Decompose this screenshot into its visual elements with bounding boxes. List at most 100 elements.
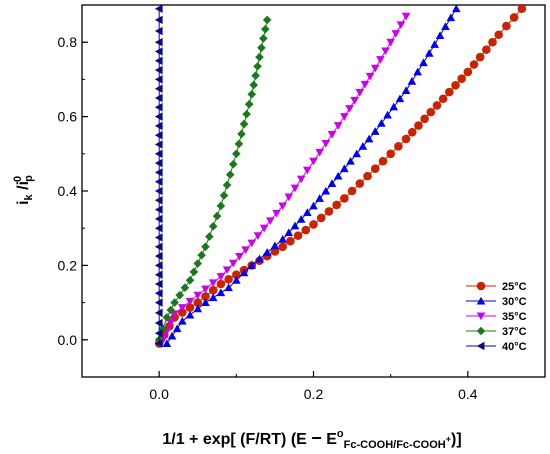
- data-point: [303, 166, 312, 175]
- data-point: [154, 177, 163, 186]
- data-point: [278, 202, 287, 211]
- data-point: [154, 196, 163, 205]
- data-point: [272, 209, 281, 218]
- data-point: [154, 75, 163, 84]
- data-point: [178, 304, 187, 312]
- data-point: [154, 186, 163, 196]
- data-point: [154, 47, 163, 56]
- data-point: [260, 24, 270, 34]
- data-point: [350, 97, 359, 105]
- data-point: [333, 171, 343, 180]
- legend-label: 25°C: [502, 281, 527, 293]
- data-point: [170, 298, 179, 307]
- data-point: [296, 214, 306, 223]
- data-point: [286, 236, 295, 246]
- data-point: [235, 253, 244, 261]
- legend-item: 25°C: [466, 281, 527, 293]
- legend-item: 37°C: [466, 326, 527, 338]
- data-point: [154, 56, 163, 66]
- data-point: [259, 34, 268, 43]
- series-layer: [154, 5, 527, 348]
- data-point: [193, 259, 203, 268]
- data-point: [208, 285, 218, 295]
- y-tick-label: 0.2: [58, 257, 78, 273]
- data-point: [154, 168, 163, 177]
- data-point: [296, 175, 306, 184]
- data-point: [253, 62, 262, 71]
- data-point: [201, 298, 210, 307]
- data-point: [167, 331, 177, 340]
- data-point: [445, 87, 454, 97]
- data-point: [347, 186, 357, 196]
- data-point: [162, 313, 172, 322]
- data-point: [166, 319, 176, 327]
- data-point: [414, 121, 423, 130]
- data-point: [446, 13, 456, 22]
- data-point: [352, 149, 362, 158]
- data-point: [228, 259, 238, 268]
- data-point: [224, 275, 233, 284]
- data-point: [396, 21, 406, 30]
- y-axis-ticks: 0.0 0.2 0.4 0.6 0.8: [58, 4, 88, 378]
- legend-label: 30°C: [502, 296, 527, 308]
- data-point: [154, 205, 163, 214]
- data-point: [154, 339, 163, 348]
- data-point: [502, 21, 511, 31]
- x-tick-label: 0.2: [304, 386, 324, 402]
- series-3: [154, 15, 272, 345]
- data-point: [241, 246, 250, 255]
- data-point: [327, 179, 337, 187]
- data-point: [370, 164, 380, 173]
- data-point: [482, 45, 491, 54]
- data-point: [193, 298, 203, 307]
- data-point: [517, 5, 527, 14]
- data-point: [244, 99, 254, 109]
- data-point: [316, 213, 326, 223]
- data-point: [154, 121, 163, 131]
- data-point: [420, 114, 429, 124]
- data-point: [355, 88, 365, 97]
- data-point: [172, 324, 182, 333]
- data-point: [438, 94, 448, 104]
- data-point: [494, 30, 504, 40]
- data-point: [394, 142, 403, 151]
- data-point: [430, 40, 439, 48]
- data-point: [469, 60, 479, 69]
- data-point: [401, 134, 411, 144]
- data-point: [475, 52, 485, 62]
- y-axis-label: ik /i0p: [12, 175, 35, 205]
- data-point: [234, 139, 244, 149]
- data-point: [290, 184, 300, 193]
- data-point: [189, 267, 199, 277]
- data-point: [401, 12, 411, 21]
- data-point: [476, 281, 486, 291]
- data-point: [315, 194, 324, 202]
- data-point: [363, 171, 372, 181]
- data-point: [185, 310, 195, 319]
- data-point: [228, 159, 238, 169]
- data-point: [381, 47, 390, 56]
- data-point: [441, 22, 450, 31]
- series-1: [162, 5, 461, 347]
- data-point: [360, 80, 370, 89]
- data-point: [154, 308, 163, 318]
- data-point: [488, 37, 497, 47]
- x-axis-ticks: 0.0 0.2 0.4: [81, 371, 546, 402]
- data-point: [346, 156, 355, 165]
- data-point: [451, 5, 461, 13]
- data-point: [365, 72, 375, 81]
- data-point: [154, 149, 163, 159]
- y-tick-label: 0.0: [58, 332, 78, 348]
- data-point: [249, 80, 258, 90]
- y-tick-label: 0.8: [58, 34, 78, 50]
- series-2: [158, 12, 411, 345]
- data-point: [265, 217, 275, 226]
- data-point: [216, 273, 226, 281]
- data-point: [185, 297, 195, 306]
- data-point: [321, 139, 331, 148]
- data-point: [154, 223, 163, 233]
- data-point: [377, 118, 386, 127]
- data-point: [178, 308, 187, 317]
- data-point: [259, 224, 269, 233]
